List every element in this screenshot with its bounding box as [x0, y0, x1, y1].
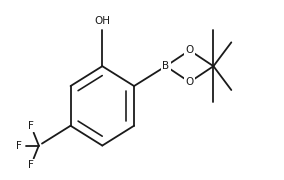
Text: O: O [185, 45, 194, 55]
Text: OH: OH [94, 15, 110, 26]
Text: F: F [16, 141, 22, 150]
Text: F: F [28, 121, 34, 131]
Text: O: O [185, 77, 194, 87]
Text: B: B [162, 61, 169, 71]
Text: F: F [28, 160, 34, 170]
